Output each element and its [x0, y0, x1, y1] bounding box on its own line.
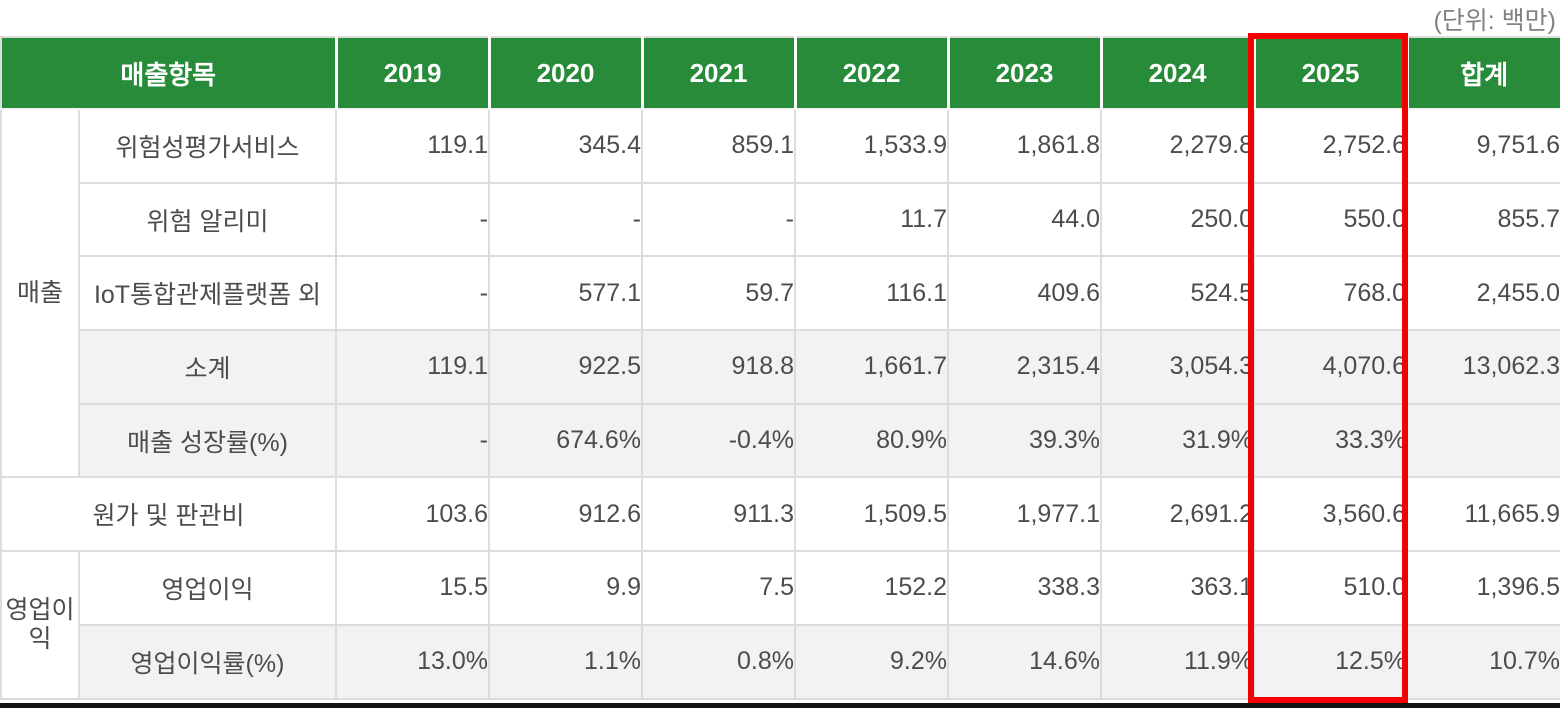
value-cell: 7.5	[641, 550, 796, 626]
value-cell-highlighted: 550.0	[1253, 181, 1408, 258]
table-row-growth: 매출 성장률(%) - 674.6% -0.4% 80.9% 39.3% 31.…	[1, 402, 1560, 479]
total-cell: 10.7%	[1406, 623, 1560, 700]
value-cell: 9.2%	[794, 623, 949, 700]
header-cell-year-1: 2019	[334, 36, 491, 110]
value-cell: 912.6	[488, 476, 643, 553]
value-cell: -	[641, 181, 796, 258]
table-row-subtotal: 소계 119.1 922.5 918.8 1,661.7 2,315.4 3,0…	[1, 329, 1560, 405]
value-cell: 11.7	[794, 181, 949, 258]
value-cell: 577.1	[488, 255, 643, 332]
value-cell: 39.3%	[947, 402, 1102, 479]
header-cell-year-7: 2025	[1252, 36, 1409, 110]
row-label-cost: 원가 및 판관비	[0, 476, 337, 553]
bottom-divider-bar	[0, 703, 1560, 708]
total-cell: 2,455.0	[1406, 255, 1560, 332]
value-cell: 3,054.3	[1100, 329, 1255, 405]
value-cell-highlighted: 3,560.6	[1253, 476, 1408, 553]
value-cell-highlighted: 12.5%	[1253, 623, 1408, 700]
value-cell: 14.6%	[947, 623, 1102, 700]
header-cell-year-6: 2024	[1099, 36, 1256, 110]
unit-label: (단위: 백만)	[1433, 7, 1556, 35]
value-cell: 859.1	[641, 108, 796, 184]
value-cell: 409.6	[947, 255, 1102, 332]
header-cell-year-2: 2020	[487, 36, 644, 110]
value-cell: -	[335, 255, 490, 332]
row-label: 영업이익률(%)	[78, 623, 337, 700]
table-row: 위험 알리미 - - - 11.7 44.0 250.0 550.0 855.7	[1, 181, 1560, 258]
table-row-cost: 원가 및 판관비 103.6 912.6 911.3 1,509.5 1,977…	[0, 476, 1560, 553]
revenue-table: 매출항목 2019 2020 2021 2022 2023 2024 2025 …	[0, 36, 1560, 700]
row-label: 위험 알리미	[78, 181, 337, 258]
table-row: IoT통합관제플랫폼 외 - 577.1 59.7 116.1 409.6 52…	[1, 255, 1560, 332]
row-label: IoT통합관제플랫폼 외	[78, 255, 337, 332]
value-cell: 15.5	[335, 550, 490, 626]
value-cell: 80.9%	[794, 402, 949, 479]
value-cell-highlighted: 33.3%	[1253, 402, 1408, 479]
value-cell-highlighted: 2,752.6	[1253, 108, 1408, 184]
table-row-operating-margin: 영업이익률(%) 13.0% 1.1% 0.8% 9.2% 14.6% 11.9…	[1, 623, 1560, 700]
header-cell-year-5: 2023	[946, 36, 1103, 110]
value-cell: 1,509.5	[794, 476, 949, 553]
value-cell: 1,861.8	[947, 108, 1102, 184]
value-cell: 922.5	[488, 329, 643, 405]
value-cell: 1,977.1	[947, 476, 1102, 553]
value-cell: 1,661.7	[794, 329, 949, 405]
row-label: 매출 성장률(%)	[78, 402, 337, 479]
value-cell: 2,691.2	[1100, 476, 1255, 553]
total-cell: 1,396.5	[1406, 550, 1560, 626]
header-cell-total: 합계	[1405, 36, 1560, 110]
value-cell: 1,533.9	[794, 108, 949, 184]
value-cell: 911.3	[641, 476, 796, 553]
total-cell: 9,751.6	[1406, 108, 1560, 184]
value-cell: 116.1	[794, 255, 949, 332]
header-row: 매출항목 2019 2020 2021 2022 2023 2024 2025 …	[0, 36, 1560, 110]
value-cell-highlighted: 510.0	[1253, 550, 1408, 626]
value-cell: 103.6	[335, 476, 490, 553]
value-cell: -	[335, 181, 490, 258]
header-cell-year-3: 2021	[640, 36, 797, 110]
value-cell: 9.9	[488, 550, 643, 626]
value-cell: 31.9%	[1100, 402, 1255, 479]
value-cell: 2,315.4	[947, 329, 1102, 405]
value-cell-highlighted: 768.0	[1253, 255, 1408, 332]
value-cell: -	[488, 181, 643, 258]
total-cell: 11,665.9	[1406, 476, 1560, 553]
value-cell: 338.3	[947, 550, 1102, 626]
row-label: 위험성평가서비스	[78, 108, 337, 184]
value-cell-highlighted: 4,070.6	[1253, 329, 1408, 405]
total-cell: 855.7	[1406, 181, 1560, 258]
value-cell: 524.5	[1100, 255, 1255, 332]
value-cell: 2,279.8	[1100, 108, 1255, 184]
value-cell: 119.1	[335, 329, 490, 405]
header-cell-item: 매출항목	[0, 36, 338, 110]
table-row-operating-profit: 영업이익 영업이익 15.5 9.9 7.5 152.2 338.3 363.1…	[0, 550, 1560, 700]
value-cell: 0.8%	[641, 623, 796, 700]
group-cell-operating-profit: 영업이익	[0, 550, 80, 700]
header-cell-year-4: 2022	[793, 36, 950, 110]
value-cell: 363.1	[1100, 550, 1255, 626]
value-cell: 59.7	[641, 255, 796, 332]
row-label: 소계	[78, 329, 337, 405]
value-cell: 119.1	[335, 108, 490, 184]
group-cell-sales: 매출	[0, 107, 80, 479]
value-cell: 674.6%	[488, 402, 643, 479]
total-cell: 13,062.3	[1406, 329, 1560, 405]
value-cell: 345.4	[488, 108, 643, 184]
value-cell: 152.2	[794, 550, 949, 626]
value-cell: 1.1%	[488, 623, 643, 700]
value-cell: 918.8	[641, 329, 796, 405]
value-cell: 44.0	[947, 181, 1102, 258]
value-cell: 250.0	[1100, 181, 1255, 258]
value-cell: -0.4%	[641, 402, 796, 479]
value-cell: 13.0%	[335, 623, 490, 700]
value-cell: 11.9%	[1100, 623, 1255, 700]
table-row: 매출 위험성평가서비스 119.1 345.4 859.1 1,533.9 1,…	[0, 107, 1560, 479]
total-cell-empty	[1406, 402, 1560, 479]
row-label: 영업이익	[78, 550, 337, 626]
value-cell: -	[335, 402, 490, 479]
